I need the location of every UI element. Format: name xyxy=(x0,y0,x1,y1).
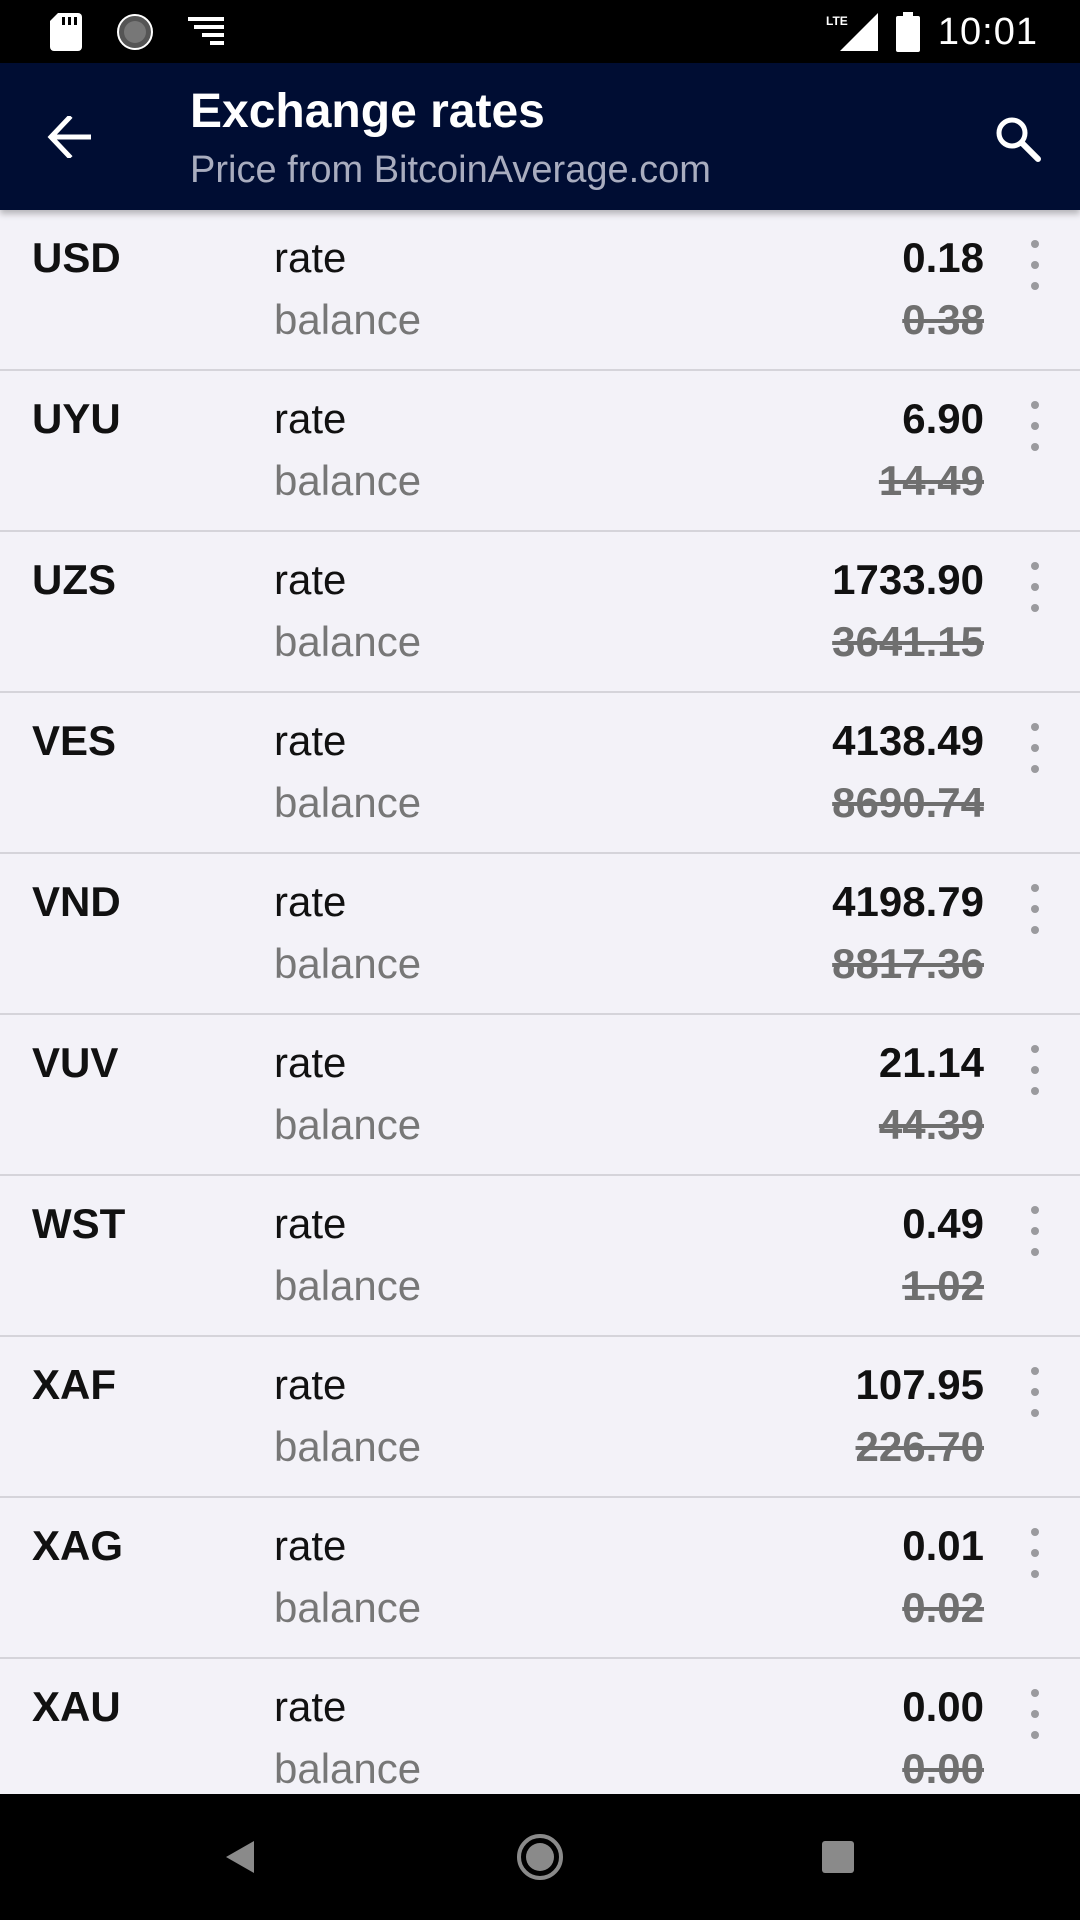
title-block: Exchange rates Price from BitcoinAverage… xyxy=(190,83,711,195)
rate-label: rate xyxy=(274,717,347,764)
home-circle-icon xyxy=(517,1834,563,1880)
more-vert-icon[interactable] xyxy=(1020,562,1050,612)
balance-value: 44.39 xyxy=(878,1101,984,1148)
rate-value: 0.49 xyxy=(902,1200,984,1247)
status-bar: LTE 10:01 xyxy=(0,0,1080,63)
currency-code: WST xyxy=(32,1200,126,1247)
currency-code: UZS xyxy=(32,556,116,603)
balance-label: balance xyxy=(274,779,422,826)
rate-value: 4138.49 xyxy=(832,717,984,764)
balance-label: balance xyxy=(274,1745,422,1792)
rate-label: rate xyxy=(274,1683,347,1730)
rate-label: rate xyxy=(274,395,347,442)
balance-label: balance xyxy=(274,618,422,665)
more-vert-icon[interactable] xyxy=(1020,1367,1050,1417)
rate-label: rate xyxy=(274,1039,347,1086)
rate-value: 0.18 xyxy=(902,234,984,281)
balance-value: 0.38 xyxy=(902,296,984,343)
currency-code: USD xyxy=(32,234,121,281)
triangle-back-icon xyxy=(226,1841,254,1873)
currency-code: UYU xyxy=(32,395,121,442)
navigation-bar xyxy=(0,1794,1080,1920)
balance-value: 226.70 xyxy=(855,1423,984,1470)
status-left-icons xyxy=(50,10,224,54)
rate-value: 6.90 xyxy=(902,395,984,442)
balance-value: 3641.15 xyxy=(832,618,984,665)
more-vert-icon[interactable] xyxy=(1020,723,1050,773)
rate-value: 21.14 xyxy=(878,1039,984,1086)
app-bar: Exchange rates Price from BitcoinAverage… xyxy=(0,63,1080,210)
currency-code: XAF xyxy=(32,1361,116,1408)
page-title: Exchange rates xyxy=(190,85,545,138)
rate-label: rate xyxy=(274,1200,347,1247)
search-icon xyxy=(996,117,1041,162)
rate-value: 0.01 xyxy=(902,1522,984,1569)
rate-label: rate xyxy=(274,1361,347,1408)
more-vert-icon[interactable] xyxy=(1020,401,1050,451)
rate-value: 107.95 xyxy=(855,1361,984,1408)
network-type: LTE xyxy=(826,14,848,28)
nav-back-button[interactable] xyxy=(210,1827,270,1887)
list-item[interactable]: XAU rate balance 0.00 0.00 xyxy=(0,1659,1080,1794)
more-vert-icon[interactable] xyxy=(1020,1045,1050,1095)
status-time: 10:01 xyxy=(937,10,1038,53)
list-item[interactable]: XAF rate balance 107.95 226.70 xyxy=(0,1337,1080,1498)
balance-value: 8817.36 xyxy=(832,940,984,987)
back-button[interactable] xyxy=(40,107,100,167)
list-item[interactable]: USD rate balance 0.18 0.38 xyxy=(0,210,1080,371)
list-item[interactable]: WST rate balance 0.49 1.02 xyxy=(0,1176,1080,1337)
more-vert-icon[interactable] xyxy=(1020,1206,1050,1256)
arrow-back-icon xyxy=(47,116,91,158)
balance-label: balance xyxy=(274,457,422,504)
list-item[interactable]: UYU rate balance 6.90 14.49 xyxy=(0,371,1080,532)
balance-label: balance xyxy=(274,296,422,343)
currency-code: VUV xyxy=(32,1039,119,1086)
rate-value: 1733.90 xyxy=(832,556,984,603)
balance-value: 1.02 xyxy=(902,1262,984,1309)
rate-label: rate xyxy=(274,1522,347,1569)
rate-value: 4198.79 xyxy=(832,878,984,925)
battery-icon xyxy=(895,12,920,52)
nav-recents-button[interactable] xyxy=(808,1827,868,1887)
lte-signal-icon: LTE xyxy=(826,13,878,51)
balance-value: 0.02 xyxy=(902,1584,984,1631)
rate-label: rate xyxy=(274,234,347,281)
square-recents-icon xyxy=(822,1841,854,1873)
status-right-icons: LTE 10:01 xyxy=(826,8,1038,56)
balance-value: 0.00 xyxy=(902,1745,984,1792)
rate-label: rate xyxy=(274,878,347,925)
balance-label: balance xyxy=(274,1423,422,1470)
rate-label: rate xyxy=(274,556,347,603)
list-item[interactable]: XAG rate balance 0.01 0.02 xyxy=(0,1498,1080,1659)
more-vert-icon[interactable] xyxy=(1020,1528,1050,1578)
balance-label: balance xyxy=(274,1101,422,1148)
balance-label: balance xyxy=(274,1584,422,1631)
rate-value: 0.00 xyxy=(902,1683,984,1730)
currency-code: VES xyxy=(32,717,117,764)
page-subtitle: Price from BitcoinAverage.com xyxy=(190,149,711,191)
loading-icon xyxy=(117,14,153,50)
search-button[interactable] xyxy=(986,107,1050,171)
list-item[interactable]: UZS rate balance 1733.90 3641.15 xyxy=(0,532,1080,693)
list-item[interactable]: VUV rate balance 21.14 44.39 xyxy=(0,1015,1080,1176)
currency-code: XAU xyxy=(32,1683,121,1730)
notification-list-icon xyxy=(188,17,224,45)
rates-list[interactable]: USD rate balance 0.18 0.38 UYU rate bala… xyxy=(0,210,1080,1794)
list-item[interactable]: VES rate balance 4138.49 8690.74 xyxy=(0,693,1080,854)
list-item[interactable]: VND rate balance 4198.79 8817.36 xyxy=(0,854,1080,1015)
nav-home-button[interactable] xyxy=(510,1827,570,1887)
currency-code: VND xyxy=(32,878,121,925)
balance-label: balance xyxy=(274,1262,422,1309)
sd-card-icon xyxy=(50,13,82,51)
more-vert-icon[interactable] xyxy=(1020,1689,1050,1739)
balance-value: 14.49 xyxy=(878,457,984,504)
balance-value: 8690.74 xyxy=(832,779,984,826)
balance-label: balance xyxy=(274,940,422,987)
more-vert-icon[interactable] xyxy=(1020,884,1050,934)
currency-code: XAG xyxy=(32,1522,124,1569)
more-vert-icon[interactable] xyxy=(1020,240,1050,290)
